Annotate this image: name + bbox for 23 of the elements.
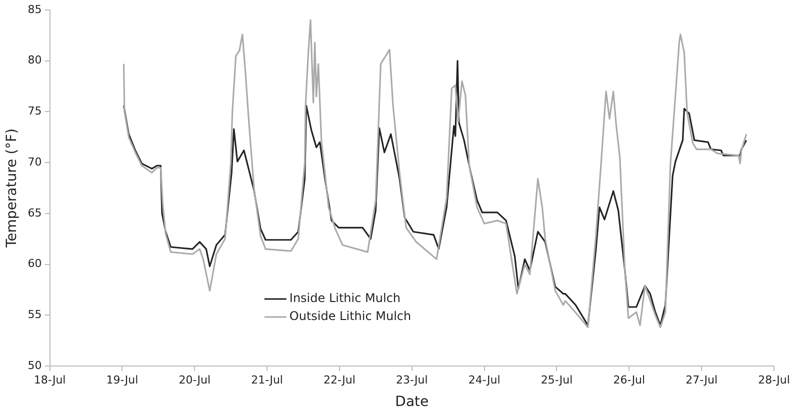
x-tick-label: 28-Jul [758,373,790,386]
y-tick-label: 85 [28,2,42,16]
y-tick-label: 55 [28,308,42,321]
x-axis-title: Date [395,394,429,410]
legend-label: Inside Lithic Mulch [289,291,401,306]
x-tick-label: 20-Jul [178,373,211,386]
x-tick-label: 19-Jul [106,373,138,386]
x-tick-label: 18-Jul [34,373,66,386]
y-tick-label: 75 [28,104,42,118]
y-tick-label: 50 [28,358,42,372]
y-tick-label: 70 [28,155,42,168]
x-tick-label: 22-Jul [324,373,356,386]
y-tick-label: 65 [28,206,42,220]
x-tick-label: 23-Jul [396,373,428,386]
x-tick-label: 27-Jul [686,373,718,386]
x-tick-label: 26-Jul [613,373,646,386]
y-axis-title: Temperature (°F) [4,128,20,249]
y-tick-label: 80 [28,54,42,67]
x-tick-label: 24-Jul [468,373,500,386]
y-tick-label: 60 [28,257,42,270]
x-tick-label: 21-Jul [251,373,283,386]
x-tick-label: 25-Jul [540,373,573,386]
legend-label: Outside Lithic Mulch [289,309,412,324]
